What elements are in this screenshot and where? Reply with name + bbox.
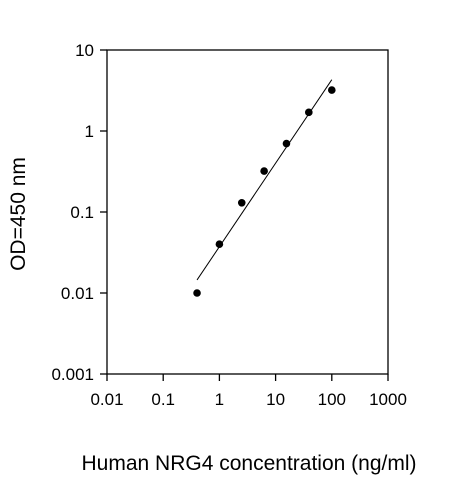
plot-border (106, 49, 389, 375)
data-point (282, 139, 291, 148)
data-point (215, 240, 224, 249)
y-tick-label: 0.01 (61, 284, 94, 303)
data-series (193, 79, 336, 297)
y-axis-title: OD=450 nm (7, 157, 30, 271)
y-tick-label: 10 (75, 41, 94, 60)
x-tick-label: 100 (318, 390, 346, 409)
y-tick-label: 0.001 (51, 365, 94, 384)
x-tick-label: 1 (215, 390, 224, 409)
plot-area (106, 49, 389, 375)
y-tick-label: 1 (85, 122, 94, 141)
x-tick-label: 0.01 (90, 390, 123, 409)
trend-line (196, 79, 333, 281)
data-point (237, 198, 246, 207)
y-axis: 0.001 0.01 0.1 1 10 (51, 41, 107, 384)
data-point (260, 167, 268, 175)
data-point (328, 86, 336, 94)
x-tick-label: 0.1 (151, 390, 175, 409)
x-axis: 0.01 0.1 1 10 100 1000 (90, 374, 407, 409)
data-point (305, 108, 313, 117)
x-axis-title: Human NRG4 concentration (ng/ml) (82, 452, 417, 475)
data-point (193, 289, 201, 297)
x-tick-label: 10 (266, 390, 285, 409)
x-tick-label: 1000 (369, 390, 407, 409)
y-tick-label: 0.1 (70, 203, 94, 222)
